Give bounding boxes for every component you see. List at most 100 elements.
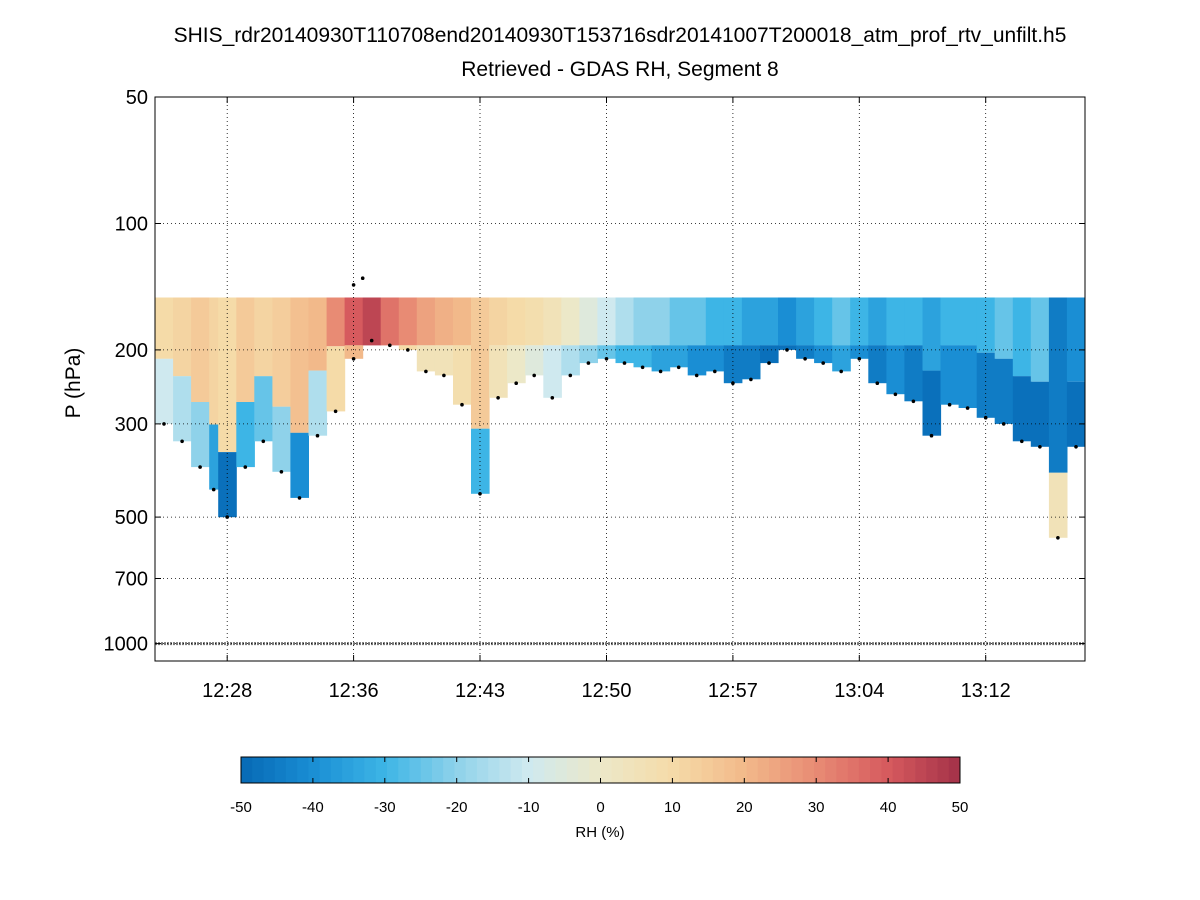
colorbar-segment: [566, 757, 579, 783]
colorbar-segment: [881, 757, 894, 783]
colorbar-segment: [297, 757, 309, 783]
colorbar-segment: [791, 757, 804, 783]
colorbar-segment: [948, 757, 961, 783]
heatmap-cell-lower: [940, 345, 960, 405]
cloud-top-point: [965, 406, 970, 410]
cloud-top-point: [983, 415, 988, 420]
heatmap-cell-upper: [1012, 297, 1032, 377]
cloud-top-point: [369, 338, 374, 343]
heatmap-cell-upper: [778, 297, 797, 346]
cloud-top-point: [785, 348, 789, 352]
heatmap-cell-upper: [290, 297, 309, 433]
heatmap-cell-upper: [1048, 297, 1068, 473]
cloud-top-point: [333, 409, 338, 414]
heatmap-cell-lower: [344, 345, 364, 359]
plot-frame: [154, 96, 1086, 662]
heatmap-cell-upper: [940, 297, 960, 346]
heatmap-cell-lower: [687, 345, 707, 376]
y-tick-label: 200: [115, 340, 148, 362]
cloud-top-point: [424, 369, 428, 374]
heatmap-cell-upper: [994, 297, 1014, 359]
colorbar-tick-label: 30: [808, 799, 825, 816]
heatmap-cell-upper: [651, 297, 671, 346]
cloud-top-point: [622, 361, 627, 365]
heatmap-cell-lower: [597, 345, 616, 359]
x-tick-label: 13:04: [834, 680, 884, 702]
colorbar-segment: [375, 757, 388, 783]
colorbar-segment: [578, 757, 590, 783]
heatmap-cell-lower: [191, 402, 210, 468]
colorbar-segment: [825, 757, 837, 783]
heatmap-cell-lower: [778, 345, 797, 350]
colorbar-segment: [712, 757, 725, 783]
heatmap-cell-upper: [525, 297, 544, 346]
cloud-top-point: [225, 515, 229, 519]
cloud-top-point: [360, 276, 365, 281]
colorbar-segment: [308, 757, 321, 783]
colorbar-segment: [701, 757, 714, 783]
y-tick-label: 700: [115, 569, 148, 591]
colorbar-segment: [634, 757, 646, 783]
heatmap-cell-lower: [994, 358, 1014, 424]
cloud-top-point: [1056, 536, 1060, 540]
chart-title: SHIS_rdr20140930T110708end20140930T15371…: [174, 24, 1067, 47]
heatmap-cell-upper: [1030, 297, 1050, 382]
colorbar-segment: [241, 757, 253, 783]
colorbar-segment: [330, 757, 343, 783]
heatmap-cell-lower: [525, 345, 544, 376]
heatmap-cell-upper: [380, 297, 400, 346]
heatmap-cell-lower: [453, 345, 472, 405]
heatmap-cell-lower: [290, 432, 309, 498]
y-axis-label: P (hPa): [62, 348, 85, 419]
colorbar-segment: [544, 757, 556, 783]
colorbar-segment: [510, 757, 523, 783]
colorbar: [241, 757, 961, 783]
heatmap-cell-upper: [272, 297, 291, 407]
heatmap-cell-lower: [796, 345, 815, 359]
y-tick-label: 1000: [104, 634, 149, 656]
colorbar-segment: [285, 757, 298, 783]
colorbar-segment: [757, 757, 770, 783]
colorbar-segment: [600, 757, 613, 783]
colorbar-segment: [915, 757, 927, 783]
heatmap-cell-upper: [543, 297, 562, 346]
colorbar-segment: [746, 757, 759, 783]
heatmap-cell-upper: [326, 297, 346, 347]
heatmap-cell-upper: [579, 297, 598, 346]
heatmap-cell-lower: [741, 345, 761, 380]
cloud-top-point: [893, 392, 898, 397]
cloud-top-point: [911, 399, 916, 404]
cloud-top-point: [261, 439, 266, 444]
colorbar-ticks: -50 -40 -30 -20 -10 0 10 20 30 40 50: [230, 757, 968, 816]
colorbar-segment: [724, 757, 736, 783]
cloud-top-point: [1038, 445, 1042, 449]
heatmap-cell-lower: [922, 370, 942, 436]
colorbar-segment: [589, 757, 601, 783]
cloud-top-point: [803, 357, 807, 361]
heatmap-cell-upper: [832, 297, 851, 346]
heatmap-cell-lower: [579, 345, 598, 364]
heatmap-cells: [155, 297, 1085, 538]
heatmap-cell-upper: [236, 297, 255, 402]
heatmap-cell-upper: [615, 297, 635, 346]
x-tick-label: 12:57: [708, 680, 758, 702]
colorbar-segment: [926, 757, 938, 783]
colorbar-segment: [353, 757, 365, 783]
cloud-top-point: [568, 373, 573, 378]
cloud-top-point: [857, 357, 862, 361]
y-tick-label: 100: [115, 214, 148, 236]
colorbar-segment: [443, 757, 455, 783]
heatmap-cell-upper: [416, 297, 436, 346]
colorbar-segment: [937, 757, 950, 783]
heatmap-cell-lower: [155, 358, 174, 424]
heatmap-cell-lower: [1048, 472, 1068, 538]
cloud-top-point: [180, 439, 184, 444]
x-tick-label: 12:36: [329, 680, 379, 702]
colorbar-segment: [342, 757, 354, 783]
heatmap-cell-lower: [633, 345, 653, 368]
cloud-top-point: [640, 365, 645, 370]
cloud-top-point: [929, 433, 934, 438]
heatmap-cell-lower: [904, 345, 923, 402]
cloud-top-point: [1020, 439, 1024, 444]
cloud-top-point: [875, 381, 880, 386]
